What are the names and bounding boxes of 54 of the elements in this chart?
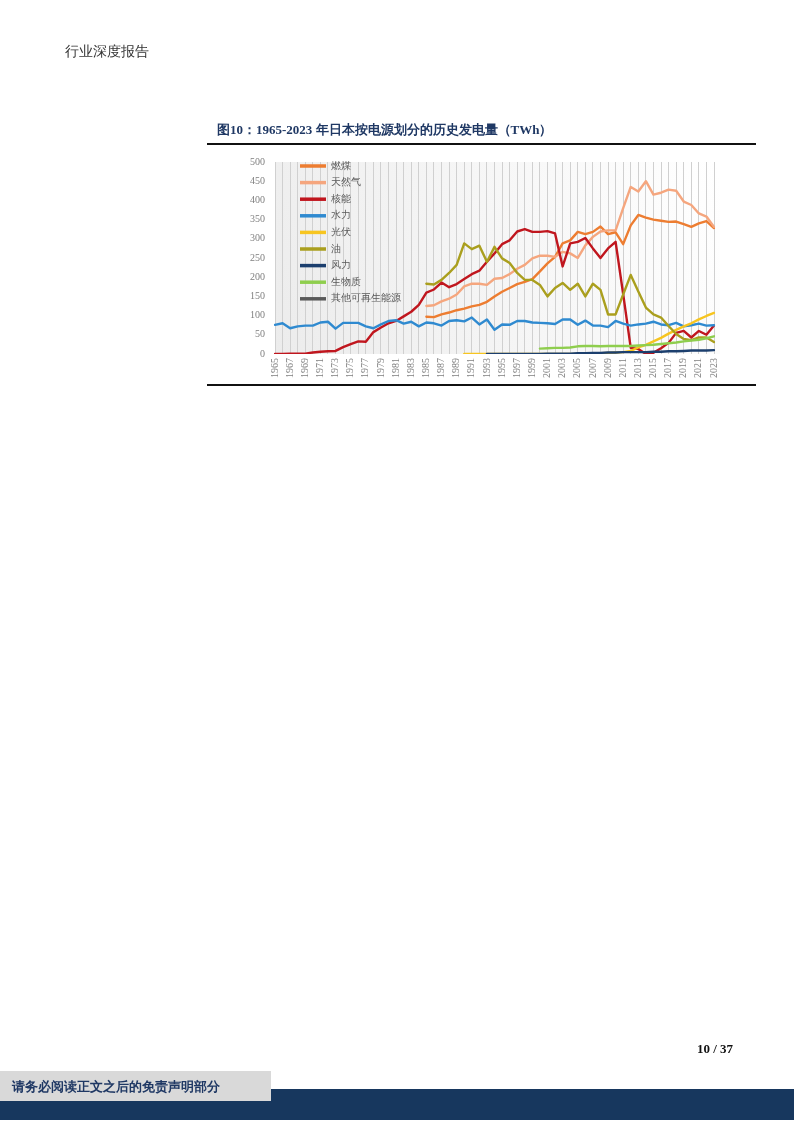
chart-title: 图10：1965-2023 年日本按电源划分的历史发电量（TWh） (217, 121, 553, 139)
x-tick-label: 2021 (692, 358, 704, 378)
x-tick-label: 1995 (495, 358, 507, 378)
legend-label: 天然气 (331, 176, 361, 188)
y-tick-label: 150 (250, 290, 265, 302)
x-tick-label: 2005 (571, 358, 583, 378)
legend-label: 生物质 (331, 275, 361, 287)
legend-label: 核能 (330, 192, 351, 204)
text: 10 / 37 (697, 1041, 734, 1057)
x-tick-label: 2017 (662, 358, 674, 378)
x-tick-label: 2001 (541, 358, 553, 378)
y-tick-label: 250 (250, 251, 265, 263)
x-tick-label: 1981 (389, 358, 401, 378)
legend-label: 燃煤 (331, 159, 351, 171)
x-tick-label: 2011 (616, 358, 628, 378)
x-tick-label: 2007 (586, 358, 598, 378)
y-tick-label: 200 (250, 270, 265, 282)
x-tick-label: 1977 (359, 358, 371, 378)
legend-label: 风力 (331, 259, 351, 271)
legend-label: 光伏 (331, 226, 351, 238)
x-tick-label: 1965 (268, 358, 280, 378)
y-tick-label: 450 (250, 174, 265, 186)
x-tick-label: 1993 (480, 358, 492, 378)
y-tick-label: 400 (250, 194, 265, 206)
x-tick-label: 1973 (329, 358, 341, 378)
x-tick-label: 2009 (601, 358, 613, 378)
x-tick-label: 1987 (435, 358, 447, 378)
x-tick-label: 1969 (298, 358, 310, 378)
x-tick-label: 2003 (556, 358, 568, 378)
y-tick-label: 50 (255, 328, 265, 340)
x-tick-label: 1967 (283, 358, 295, 378)
x-tick-label: 1991 (465, 358, 477, 378)
y-tick-label: 500 (250, 155, 265, 167)
x-tick-label: 2023 (707, 358, 719, 378)
x-tick-label: 2019 (677, 358, 689, 378)
x-tick-label: 2013 (631, 358, 643, 378)
y-tick-label: 350 (250, 213, 265, 225)
x-tick-label: 1971 (314, 358, 326, 378)
y-tick-label: 0 (260, 347, 265, 359)
x-tick-label: 1997 (510, 358, 522, 378)
x-tick-label: 1975 (344, 358, 356, 378)
x-tick-label: 1983 (404, 358, 416, 378)
text: 请务必阅读正文之后的免责声明部分 (12, 1078, 220, 1096)
y-tick-label: 100 (250, 309, 265, 321)
x-tick-label: 1985 (420, 358, 431, 378)
x-tick-label: 1979 (374, 358, 386, 378)
x-tick-label: 2015 (647, 358, 659, 378)
legend-label: 其他可再生能源 (331, 292, 401, 304)
legend-label: 水力 (331, 209, 351, 221)
legend-label: 油 (331, 242, 341, 254)
x-tick-label: 1989 (450, 358, 462, 378)
text: 行业深度报告 (65, 43, 149, 61)
x-tick-label: 1999 (525, 358, 537, 378)
y-tick-label: 300 (250, 232, 265, 244)
